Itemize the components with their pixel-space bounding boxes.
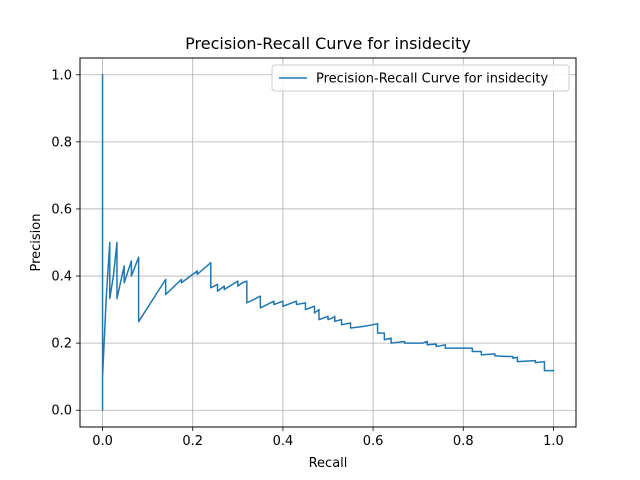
precision-recall-line xyxy=(101,74,555,411)
y-tick-label: 1.0 xyxy=(51,68,72,83)
x-tick-label: 0.4 xyxy=(273,434,294,449)
y-tick-label: 0.0 xyxy=(51,404,72,419)
x-tick-label: 0.8 xyxy=(453,434,474,449)
x-tick-label: 0.0 xyxy=(92,434,113,449)
chart-title: Precision-Recall Curve for insidecity xyxy=(185,34,471,53)
y-tick-label: 0.6 xyxy=(51,202,72,217)
series-layer xyxy=(101,74,555,411)
grid-lines xyxy=(80,58,576,427)
plot-border xyxy=(79,57,577,428)
legend: Precision-Recall Curve for insidecity xyxy=(271,64,570,92)
legend-box xyxy=(271,64,570,92)
y-tick-label: 0.2 xyxy=(51,337,72,352)
y-axis-label: Precision xyxy=(29,213,44,271)
y-tick-label: 0.4 xyxy=(51,270,72,285)
legend-label: Precision-Recall Curve for insidecity xyxy=(316,72,548,87)
tick-marks: 0.0 0.2 0.4 0.6 0.8 1.0 0.0 0.2 0.4 0.6 0.8 1.0 xyxy=(51,68,563,449)
x-tick-label: 0.2 xyxy=(182,434,203,449)
y-tick-label: 0.8 xyxy=(51,135,72,150)
x-tick-label: 0.6 xyxy=(363,434,384,449)
plot-area xyxy=(80,58,576,427)
x-axis-label: Recall xyxy=(309,456,348,471)
x-tick-label: 1.0 xyxy=(543,434,564,449)
